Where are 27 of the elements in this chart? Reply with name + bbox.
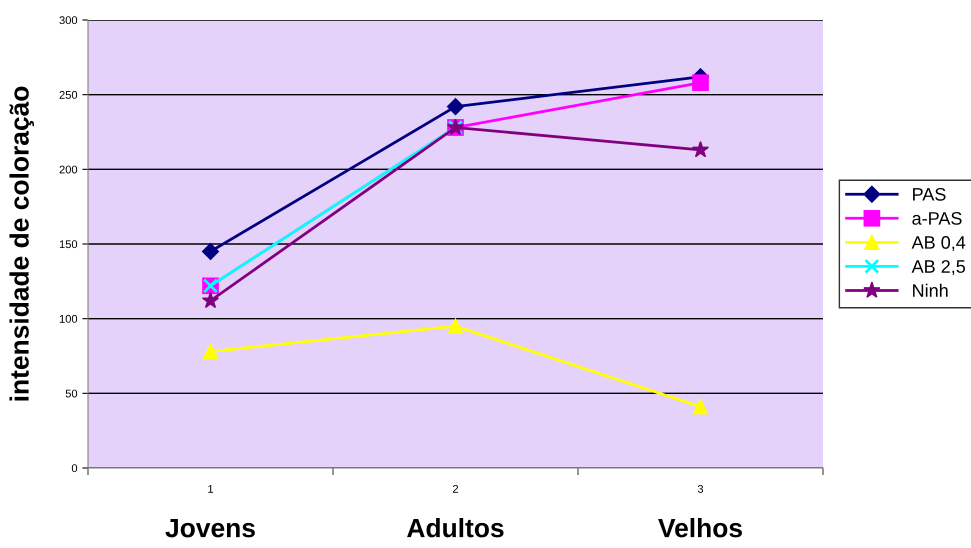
point — [692, 74, 709, 92]
point — [448, 318, 464, 334]
y-tick-label: 200 — [60, 166, 78, 174]
x-tick-label: 2 — [452, 484, 458, 493]
legend-label: AB 0,4 — [912, 236, 966, 251]
y-tick-label: 150 — [60, 240, 78, 248]
point — [692, 140, 710, 158]
y-tick-label: 100 — [60, 314, 78, 323]
point — [202, 242, 220, 260]
y-tick-label: 50 — [66, 390, 78, 398]
y-tick-label: 0 — [72, 464, 78, 472]
y-tick-label: 300 — [59, 16, 78, 24]
x-tick-label: 1 — [208, 485, 214, 493]
text: Jovens — [165, 518, 255, 538]
point — [446, 98, 464, 116]
point — [202, 292, 220, 308]
point — [692, 399, 708, 414]
x-tick-label: 3 — [698, 484, 704, 493]
legend-label: PAS — [913, 188, 946, 201]
point — [202, 344, 218, 360]
text: Velhos — [658, 518, 742, 538]
y-tick-label: 250 — [60, 90, 78, 99]
y-axis-title: intensidade de coloração — [9, 86, 34, 401]
text: Adultos — [407, 518, 504, 538]
legend-label: a-PAS — [912, 212, 962, 225]
legend-label: Ninh — [913, 284, 948, 297]
legend-label: AB 2,5 — [912, 260, 966, 276]
